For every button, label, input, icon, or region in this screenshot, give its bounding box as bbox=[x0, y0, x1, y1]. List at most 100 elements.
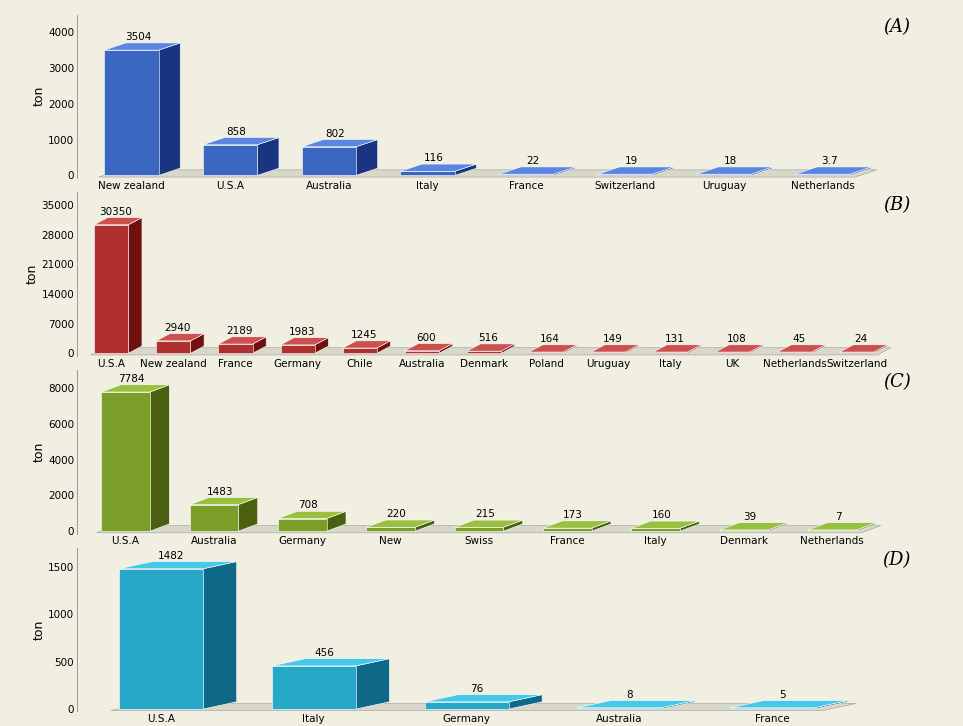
Text: 149: 149 bbox=[603, 334, 622, 344]
Polygon shape bbox=[101, 392, 150, 531]
Polygon shape bbox=[356, 139, 377, 176]
Text: 76: 76 bbox=[470, 684, 483, 694]
Polygon shape bbox=[814, 701, 847, 709]
Text: 131: 131 bbox=[664, 334, 685, 344]
Polygon shape bbox=[812, 345, 825, 354]
Polygon shape bbox=[101, 385, 169, 392]
Y-axis label: ton: ton bbox=[33, 86, 45, 107]
Polygon shape bbox=[404, 343, 453, 351]
Text: 858: 858 bbox=[226, 127, 247, 136]
Polygon shape bbox=[591, 521, 611, 531]
Polygon shape bbox=[529, 352, 563, 354]
Polygon shape bbox=[219, 337, 266, 344]
Polygon shape bbox=[415, 520, 434, 531]
Polygon shape bbox=[280, 345, 315, 354]
Polygon shape bbox=[366, 520, 434, 527]
Polygon shape bbox=[777, 345, 825, 352]
Polygon shape bbox=[719, 530, 768, 531]
Text: (B): (B) bbox=[883, 195, 911, 213]
Polygon shape bbox=[768, 523, 788, 531]
Text: 173: 173 bbox=[563, 510, 583, 520]
Polygon shape bbox=[191, 334, 204, 354]
Text: 220: 220 bbox=[386, 509, 406, 519]
Polygon shape bbox=[94, 218, 142, 225]
Polygon shape bbox=[730, 701, 847, 708]
Polygon shape bbox=[577, 701, 695, 708]
Y-axis label: ton: ton bbox=[32, 619, 45, 640]
Text: 2940: 2940 bbox=[165, 323, 191, 333]
Polygon shape bbox=[662, 701, 695, 709]
Text: 708: 708 bbox=[299, 500, 318, 510]
Polygon shape bbox=[94, 225, 128, 354]
Text: 18: 18 bbox=[723, 156, 737, 166]
Polygon shape bbox=[439, 343, 453, 354]
Polygon shape bbox=[99, 170, 877, 177]
Polygon shape bbox=[653, 345, 701, 352]
Polygon shape bbox=[150, 385, 169, 531]
Polygon shape bbox=[680, 521, 699, 531]
Polygon shape bbox=[508, 695, 542, 709]
Polygon shape bbox=[856, 523, 876, 531]
Polygon shape bbox=[598, 167, 674, 174]
Text: 108: 108 bbox=[727, 334, 746, 344]
Polygon shape bbox=[696, 167, 772, 174]
Polygon shape bbox=[730, 708, 814, 709]
Text: (A): (A) bbox=[884, 17, 911, 36]
Polygon shape bbox=[591, 352, 625, 354]
Polygon shape bbox=[577, 708, 662, 709]
Y-axis label: ton: ton bbox=[33, 441, 45, 462]
Polygon shape bbox=[404, 351, 439, 354]
Polygon shape bbox=[543, 528, 591, 531]
Polygon shape bbox=[377, 340, 390, 354]
Polygon shape bbox=[777, 352, 812, 354]
Polygon shape bbox=[343, 348, 377, 354]
Polygon shape bbox=[190, 505, 238, 531]
Polygon shape bbox=[343, 340, 390, 348]
Polygon shape bbox=[751, 167, 772, 176]
Text: 8: 8 bbox=[626, 690, 633, 700]
Polygon shape bbox=[301, 139, 377, 147]
Polygon shape bbox=[652, 167, 674, 176]
Polygon shape bbox=[467, 344, 515, 351]
Text: 456: 456 bbox=[314, 648, 334, 658]
Text: 2189: 2189 bbox=[226, 326, 253, 336]
Text: 1483: 1483 bbox=[206, 486, 233, 497]
Polygon shape bbox=[128, 218, 142, 354]
Text: 1482: 1482 bbox=[158, 551, 184, 560]
Text: 164: 164 bbox=[540, 334, 560, 344]
Polygon shape bbox=[280, 338, 328, 345]
Polygon shape bbox=[252, 337, 266, 354]
Polygon shape bbox=[688, 345, 701, 354]
Polygon shape bbox=[719, 523, 788, 530]
Polygon shape bbox=[355, 658, 389, 709]
Polygon shape bbox=[111, 703, 856, 711]
Polygon shape bbox=[632, 529, 680, 531]
Polygon shape bbox=[840, 352, 873, 354]
Text: 802: 802 bbox=[325, 129, 345, 139]
Text: 7784: 7784 bbox=[118, 374, 144, 384]
Text: 116: 116 bbox=[424, 153, 444, 163]
Polygon shape bbox=[563, 345, 577, 354]
Text: 45: 45 bbox=[793, 334, 805, 344]
Polygon shape bbox=[104, 43, 180, 50]
Polygon shape bbox=[591, 345, 639, 352]
Text: 19: 19 bbox=[625, 156, 638, 166]
Polygon shape bbox=[326, 511, 346, 531]
Polygon shape bbox=[716, 345, 764, 352]
Polygon shape bbox=[598, 174, 652, 176]
Polygon shape bbox=[278, 518, 326, 531]
Text: 39: 39 bbox=[743, 512, 756, 522]
Polygon shape bbox=[119, 568, 203, 709]
Polygon shape bbox=[156, 334, 204, 341]
Polygon shape bbox=[795, 167, 872, 174]
Polygon shape bbox=[425, 695, 542, 702]
Polygon shape bbox=[278, 511, 346, 518]
Polygon shape bbox=[203, 137, 279, 144]
Polygon shape bbox=[156, 341, 191, 354]
Polygon shape bbox=[529, 345, 577, 352]
Text: 5: 5 bbox=[779, 690, 786, 700]
Text: (D): (D) bbox=[882, 552, 911, 569]
Text: 600: 600 bbox=[416, 333, 436, 343]
Polygon shape bbox=[808, 523, 876, 530]
Polygon shape bbox=[238, 497, 258, 531]
